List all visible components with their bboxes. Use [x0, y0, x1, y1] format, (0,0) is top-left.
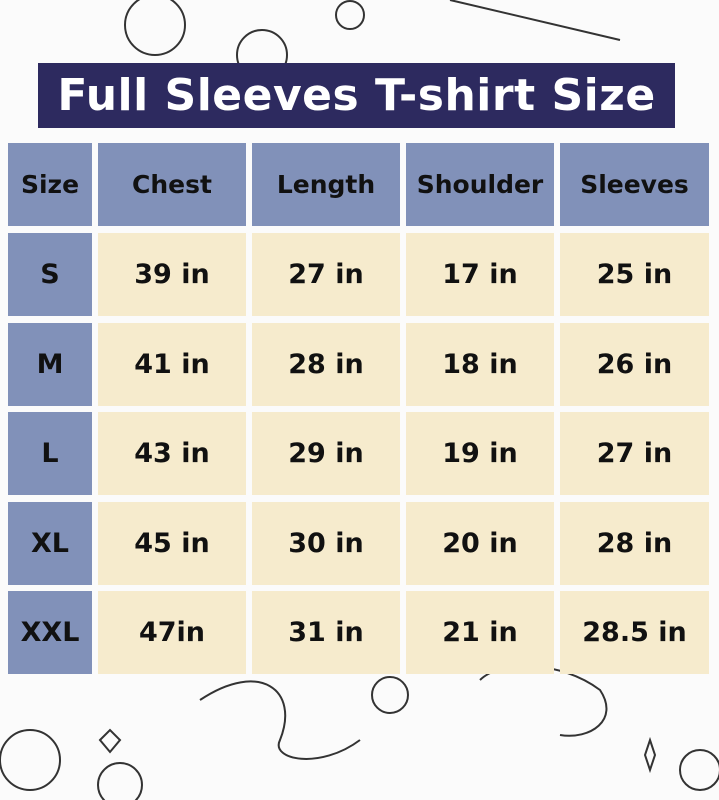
cell-chest: 47in — [98, 591, 246, 674]
cell-chest: 43 in — [98, 412, 246, 495]
size-label: XL — [8, 502, 92, 585]
cell-chest: 39 in — [98, 233, 246, 316]
cell-length: 31 in — [252, 591, 400, 674]
cell-sleeves: 26 in — [560, 323, 709, 406]
cell-sleeves: 27 in — [560, 412, 709, 495]
size-label: L — [8, 412, 92, 495]
cell-shoulder: 18 in — [406, 323, 554, 406]
size-label: S — [8, 233, 92, 316]
column-header-shoulder: Shoulder — [406, 143, 554, 226]
page-title: Full Sleeves T-shirt Size — [38, 63, 675, 128]
cell-length: 28 in — [252, 323, 400, 406]
size-label: M — [8, 323, 92, 406]
cell-sleeves: 28 in — [560, 502, 709, 585]
cell-length: 30 in — [252, 502, 400, 585]
cell-length: 29 in — [252, 412, 400, 495]
cell-chest: 41 in — [98, 323, 246, 406]
column-header-length: Length — [252, 143, 400, 226]
cell-shoulder: 17 in — [406, 233, 554, 316]
cell-shoulder: 21 in — [406, 591, 554, 674]
size-label: XXL — [8, 591, 92, 674]
cell-shoulder: 20 in — [406, 502, 554, 585]
column-header-chest: Chest — [98, 143, 246, 226]
column-header-size: Size — [8, 143, 92, 226]
cell-chest: 45 in — [98, 502, 246, 585]
cell-shoulder: 19 in — [406, 412, 554, 495]
cell-sleeves: 28.5 in — [560, 591, 709, 674]
column-header-sleeves: Sleeves — [560, 143, 709, 226]
cell-sleeves: 25 in — [560, 233, 709, 316]
cell-length: 27 in — [252, 233, 400, 316]
